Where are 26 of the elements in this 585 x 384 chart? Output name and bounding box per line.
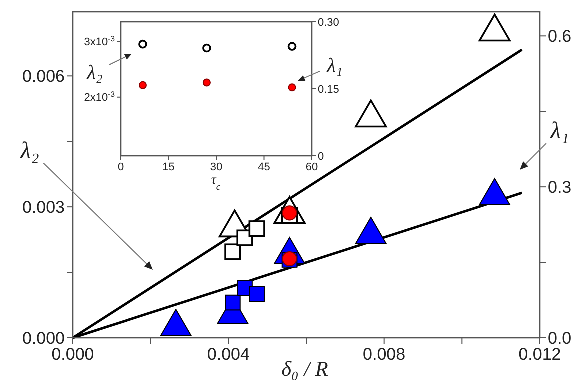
y-tick-label: 0.000 [22, 328, 65, 348]
y-tick-label: 2x10$^{-3}$ [84, 90, 115, 104]
x-tick-label: 0 [118, 161, 124, 174]
y-tick-label: 0.006 [22, 67, 65, 86]
x-axis-title: τ$_{c}$ [211, 172, 222, 192]
y2-tick-label: 0 [318, 150, 324, 163]
y-tick-label: 3x10$^{-3}$ [84, 34, 115, 48]
y-tick-label: 0.003 [22, 198, 65, 218]
x-axis-title: δ₀ / R [282, 357, 328, 381]
x-tick-label: 30 [210, 161, 223, 174]
x-tick-label: 0.004 [207, 345, 250, 364]
y2-tick-label: 0.15 [318, 84, 340, 96]
x-tick-label: 45 [258, 161, 270, 174]
annotation: λ₂ [86, 62, 103, 84]
y2-tick-label: 0.3 [548, 178, 572, 198]
y2-tick-label: 0.30 [318, 16, 340, 29]
y2-tick-label: 0.6 [548, 27, 572, 46]
y2-tick-label: 0.0 [548, 328, 572, 348]
x-tick-label: 0.012 [518, 345, 562, 364]
text: λ₂ [20, 138, 40, 164]
text: λ₁ [550, 118, 570, 144]
annotation: λ₁ [326, 55, 343, 77]
x-tick-label: 0.000 [52, 345, 94, 364]
x-tick-label: 60 [306, 161, 318, 174]
x-tick-label: 15 [162, 161, 175, 174]
x-tick-label: 0.008 [363, 345, 406, 364]
